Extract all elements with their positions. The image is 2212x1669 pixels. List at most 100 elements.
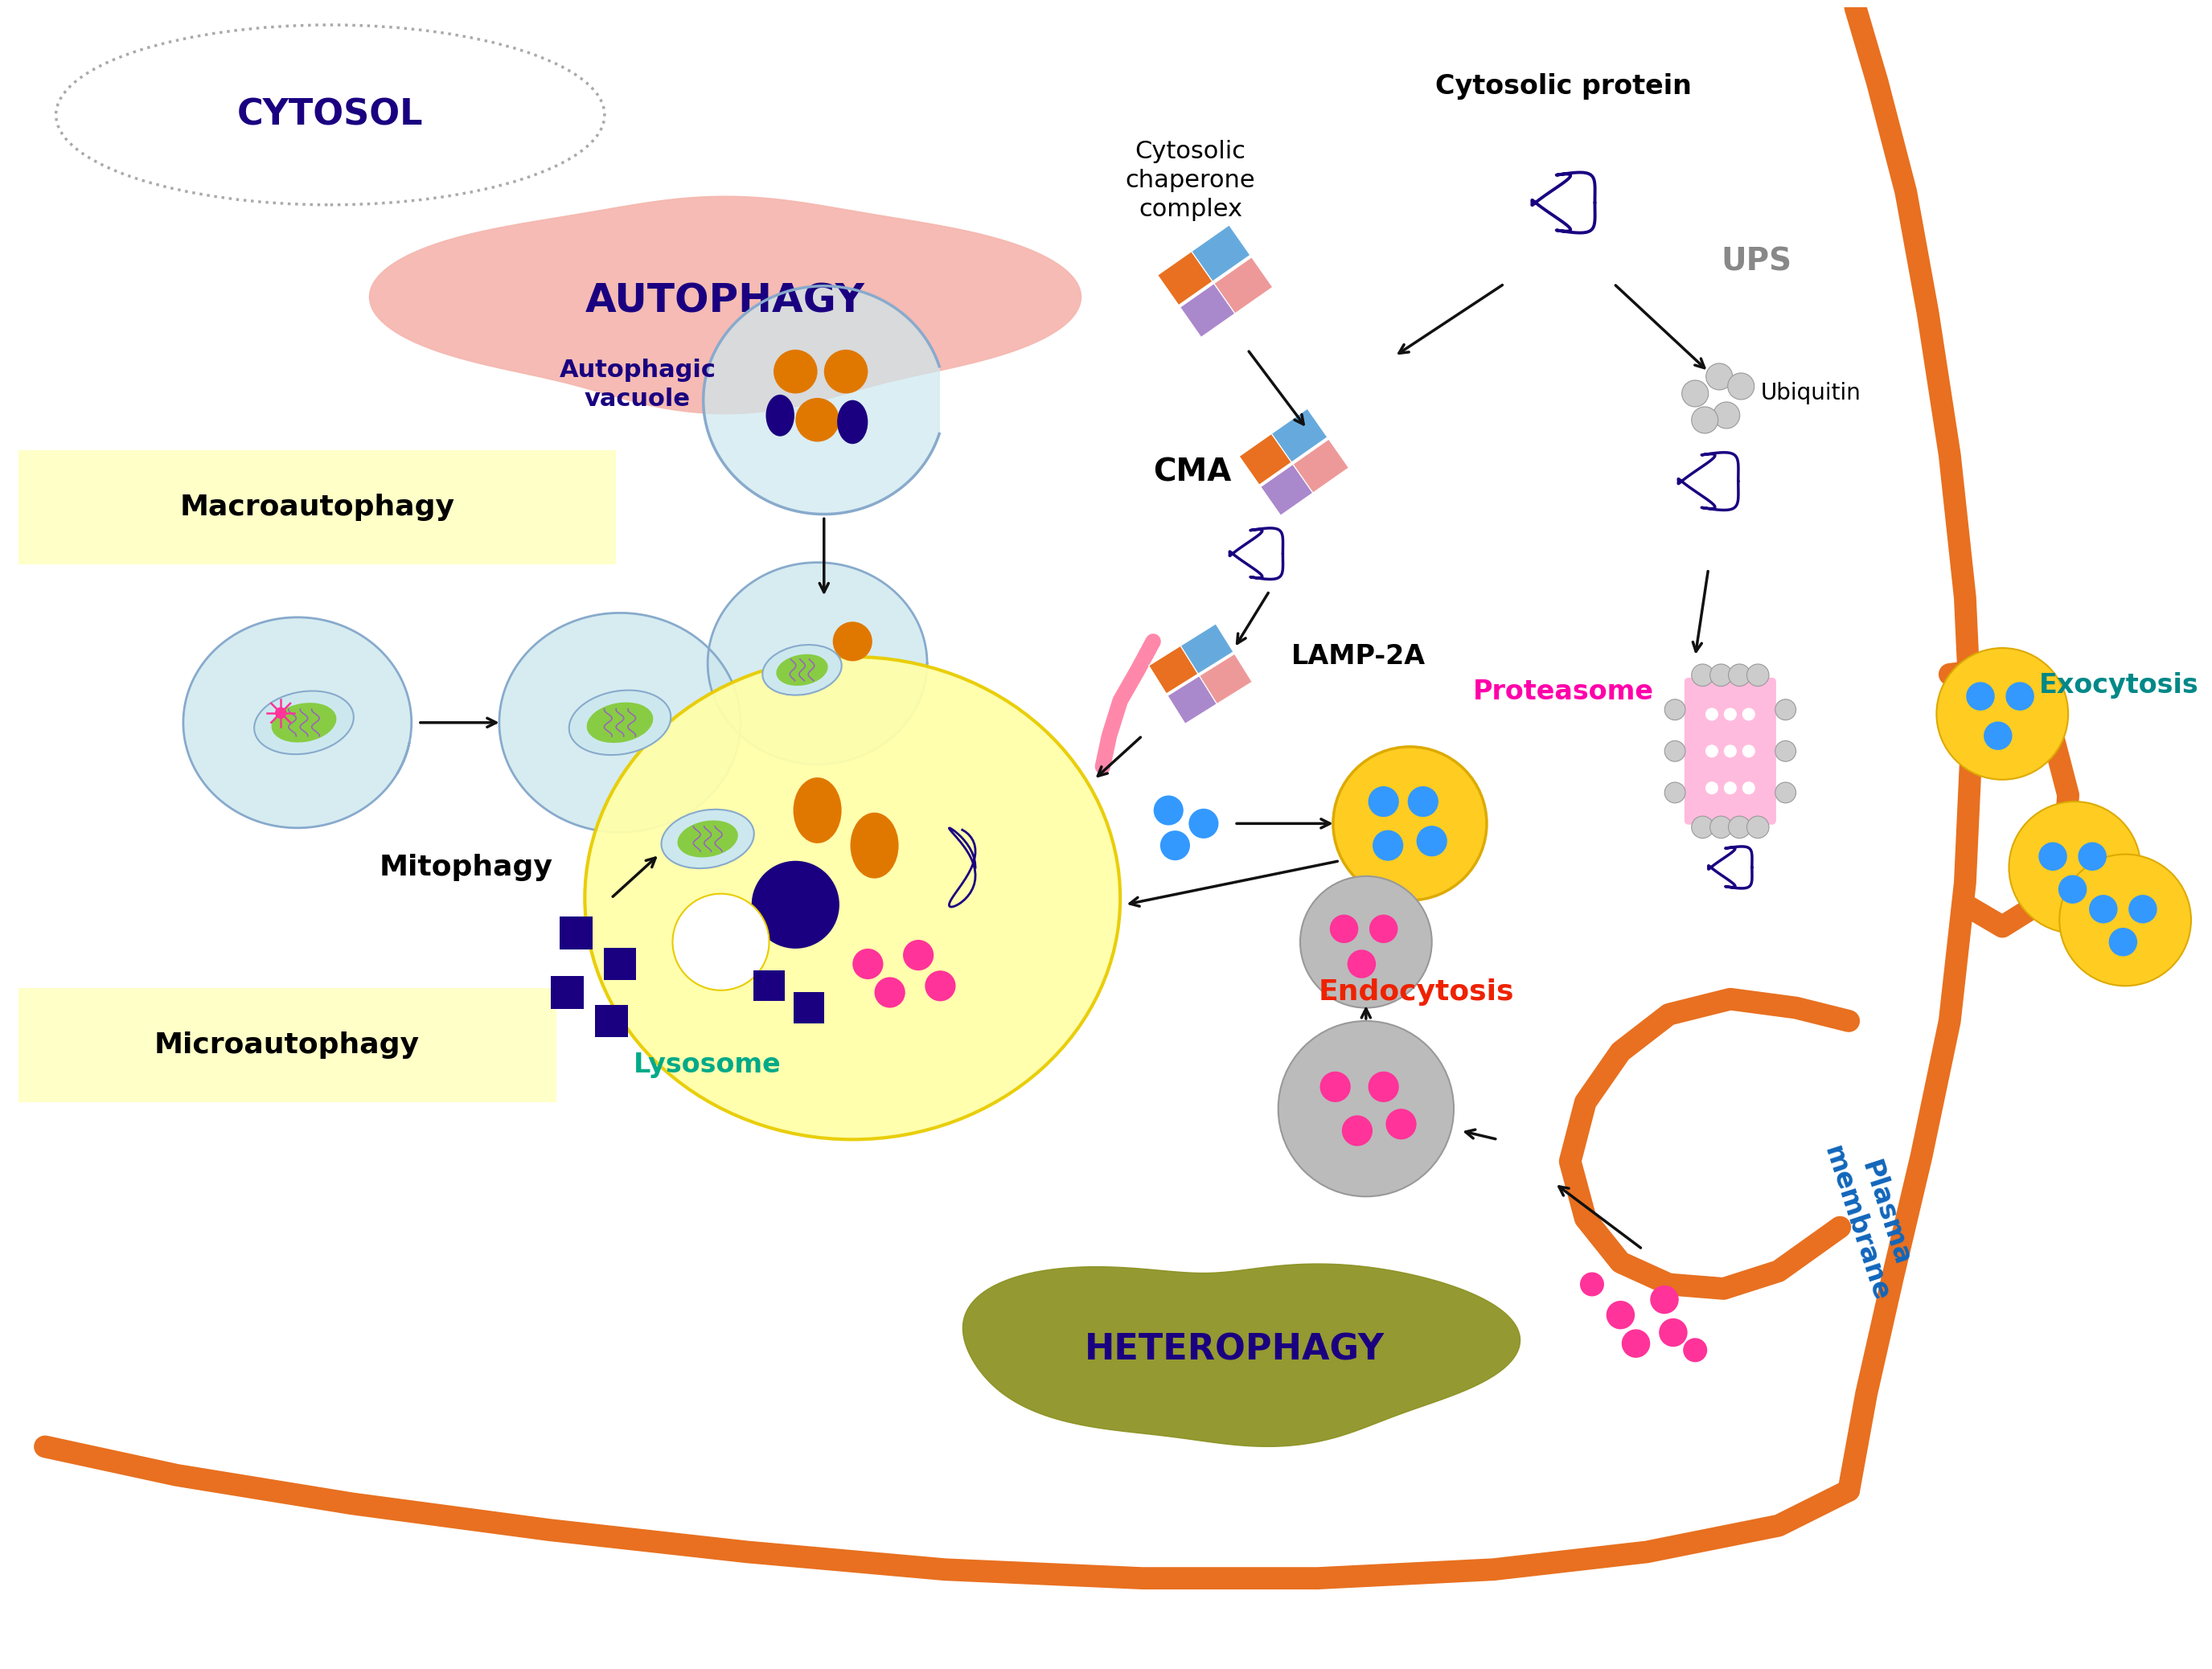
- Text: Autophagic
vacuole: Autophagic vacuole: [560, 359, 717, 411]
- Circle shape: [1347, 950, 1376, 978]
- Text: Proteasome: Proteasome: [1473, 679, 1655, 706]
- Circle shape: [1776, 783, 1796, 803]
- Circle shape: [1710, 816, 1732, 838]
- Text: Plasma
membrane: Plasma membrane: [1818, 1133, 1922, 1303]
- Circle shape: [1681, 381, 1708, 407]
- Circle shape: [2128, 895, 2157, 923]
- Text: Cytosolic protein: Cytosolic protein: [1436, 73, 1692, 100]
- Circle shape: [1705, 781, 1719, 794]
- Circle shape: [1966, 683, 1995, 711]
- Bar: [551, 976, 584, 1010]
- Polygon shape: [1239, 431, 1296, 486]
- Circle shape: [874, 976, 905, 1008]
- Circle shape: [902, 940, 933, 971]
- Circle shape: [2088, 895, 2117, 923]
- Circle shape: [1155, 796, 1183, 824]
- Polygon shape: [1292, 439, 1349, 492]
- Polygon shape: [1199, 654, 1252, 704]
- Circle shape: [274, 708, 288, 719]
- Circle shape: [2059, 875, 2086, 903]
- Circle shape: [2108, 928, 2137, 956]
- Bar: [794, 993, 825, 1023]
- Polygon shape: [184, 618, 411, 828]
- Circle shape: [1369, 915, 1398, 943]
- Bar: [754, 971, 785, 1001]
- Circle shape: [1369, 786, 1398, 816]
- FancyBboxPatch shape: [18, 988, 555, 1102]
- Circle shape: [1369, 1071, 1398, 1102]
- Bar: [604, 948, 637, 980]
- Polygon shape: [369, 197, 1082, 414]
- Circle shape: [1159, 831, 1190, 861]
- Circle shape: [2077, 843, 2106, 871]
- Circle shape: [1747, 816, 1770, 838]
- Circle shape: [832, 621, 872, 661]
- FancyBboxPatch shape: [18, 451, 615, 564]
- Circle shape: [1692, 816, 1714, 838]
- Text: LAMP-2A: LAMP-2A: [1292, 644, 1427, 669]
- Polygon shape: [500, 613, 741, 833]
- Circle shape: [1416, 826, 1447, 856]
- Circle shape: [1188, 808, 1219, 838]
- Polygon shape: [708, 562, 927, 764]
- Polygon shape: [703, 285, 940, 514]
- Text: AUTOPHAGY: AUTOPHAGY: [586, 282, 865, 320]
- Circle shape: [2059, 855, 2192, 986]
- Circle shape: [1666, 699, 1686, 719]
- Circle shape: [1666, 741, 1686, 761]
- Polygon shape: [1157, 249, 1217, 305]
- Circle shape: [1743, 708, 1754, 721]
- Circle shape: [1705, 744, 1719, 758]
- Circle shape: [1374, 829, 1402, 861]
- Circle shape: [1936, 648, 2068, 779]
- Ellipse shape: [763, 644, 841, 694]
- Circle shape: [1407, 786, 1438, 816]
- Bar: [560, 916, 593, 950]
- Circle shape: [2039, 843, 2066, 871]
- Text: Mitophagy: Mitophagy: [380, 855, 553, 881]
- Ellipse shape: [849, 813, 898, 878]
- Ellipse shape: [254, 691, 354, 754]
- Ellipse shape: [677, 821, 739, 858]
- Ellipse shape: [568, 691, 670, 754]
- Circle shape: [796, 397, 838, 442]
- Ellipse shape: [661, 809, 754, 868]
- Circle shape: [925, 971, 956, 1001]
- Text: Microautophagy: Microautophagy: [153, 1031, 418, 1058]
- Ellipse shape: [765, 394, 794, 436]
- Text: CYTOSOL: CYTOSOL: [237, 97, 422, 132]
- Text: Macroautophagy: Macroautophagy: [179, 494, 456, 521]
- Polygon shape: [1179, 280, 1239, 337]
- Circle shape: [1714, 402, 1741, 429]
- Circle shape: [1343, 1115, 1374, 1147]
- Text: Exocytosis: Exocytosis: [2039, 673, 2199, 699]
- Ellipse shape: [584, 658, 1119, 1140]
- Polygon shape: [1181, 624, 1234, 674]
- Circle shape: [1743, 781, 1754, 794]
- Text: UPS: UPS: [1721, 247, 1792, 277]
- Circle shape: [752, 861, 838, 948]
- Circle shape: [1321, 1071, 1352, 1102]
- Circle shape: [1301, 876, 1431, 1008]
- Polygon shape: [1214, 257, 1272, 314]
- Ellipse shape: [776, 654, 827, 686]
- Circle shape: [1705, 708, 1719, 721]
- Circle shape: [1723, 744, 1736, 758]
- Circle shape: [1385, 1108, 1416, 1140]
- Circle shape: [1606, 1300, 1635, 1329]
- Ellipse shape: [272, 703, 336, 743]
- Circle shape: [1776, 741, 1796, 761]
- Circle shape: [1743, 744, 1754, 758]
- Ellipse shape: [55, 25, 604, 205]
- Circle shape: [1728, 816, 1750, 838]
- Polygon shape: [1192, 225, 1250, 282]
- Circle shape: [825, 349, 867, 394]
- FancyBboxPatch shape: [1683, 678, 1776, 824]
- Circle shape: [1776, 699, 1796, 719]
- Polygon shape: [1272, 409, 1327, 462]
- Circle shape: [1650, 1285, 1679, 1314]
- Text: Endocytosis: Endocytosis: [1318, 978, 1515, 1006]
- Circle shape: [1984, 721, 2013, 749]
- Circle shape: [1621, 1329, 1650, 1359]
- Circle shape: [1329, 915, 1358, 943]
